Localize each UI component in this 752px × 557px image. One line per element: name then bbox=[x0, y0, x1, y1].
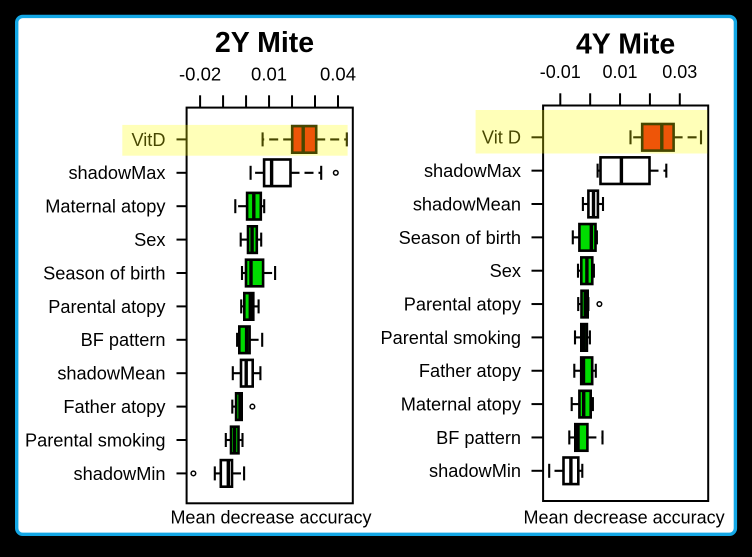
svg-text:BF pattern: BF pattern bbox=[81, 330, 166, 350]
svg-text:Maternal atopy: Maternal atopy bbox=[45, 197, 166, 217]
svg-text:2Y Mite: 2Y Mite bbox=[215, 27, 314, 59]
svg-text:0.04: 0.04 bbox=[320, 64, 356, 85]
svg-text:Vit D: Vit D bbox=[482, 128, 521, 148]
svg-text:Father atopy: Father atopy bbox=[419, 361, 522, 381]
svg-text:-0.02: -0.02 bbox=[179, 64, 221, 85]
svg-text:0.01: 0.01 bbox=[251, 64, 287, 85]
svg-text:BF pattern: BF pattern bbox=[436, 428, 521, 448]
svg-text:Parental atopy: Parental atopy bbox=[404, 294, 522, 314]
svg-text:shadowMax: shadowMax bbox=[424, 161, 521, 181]
svg-text:Maternal atopy: Maternal atopy bbox=[401, 395, 522, 415]
svg-text:Mean decrease accuracy: Mean decrease accuracy bbox=[524, 508, 725, 528]
svg-text:Mean decrease accuracy: Mean decrease accuracy bbox=[170, 508, 371, 528]
svg-text:shadowMin: shadowMin bbox=[74, 464, 166, 484]
svg-text:Parental smoking: Parental smoking bbox=[380, 328, 521, 348]
svg-text:0.03: 0.03 bbox=[662, 62, 697, 82]
svg-text:Parental smoking: Parental smoking bbox=[25, 430, 166, 450]
svg-text:-0.01: -0.01 bbox=[540, 62, 581, 82]
svg-text:shadowMean: shadowMean bbox=[57, 364, 165, 384]
svg-text:Parental atopy: Parental atopy bbox=[48, 297, 166, 317]
svg-text:Season of birth: Season of birth bbox=[43, 263, 165, 283]
svg-text:Sex: Sex bbox=[134, 230, 165, 250]
svg-text:4Y Mite: 4Y Mite bbox=[576, 29, 675, 61]
svg-text:shadowMax: shadowMax bbox=[68, 163, 165, 183]
svg-text:Father atopy: Father atopy bbox=[63, 397, 166, 417]
svg-text:shadowMin: shadowMin bbox=[429, 461, 521, 481]
svg-text:shadowMean: shadowMean bbox=[413, 194, 521, 214]
svg-text:VitD: VitD bbox=[131, 130, 165, 150]
svg-text:Season of birth: Season of birth bbox=[399, 228, 521, 248]
svg-text:Sex: Sex bbox=[490, 261, 521, 281]
svg-text:0.01: 0.01 bbox=[603, 62, 638, 82]
